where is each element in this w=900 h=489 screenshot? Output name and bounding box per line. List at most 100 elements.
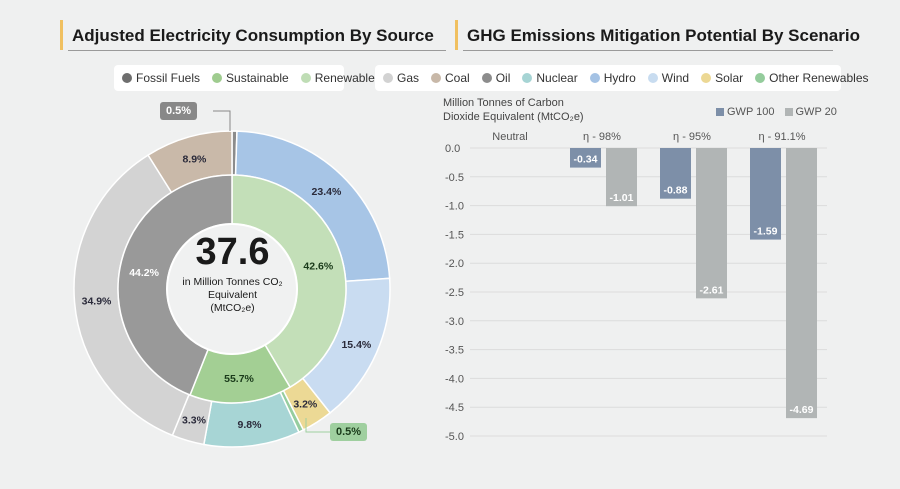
legend-item-gwp20: GWP 20	[784, 106, 837, 118]
inner-slice-label: 44.2%	[129, 267, 159, 279]
y-tick-label: -0.5	[445, 172, 464, 184]
bar-value-label: -1.59	[754, 226, 778, 238]
bar-gwp-100	[570, 148, 601, 168]
legend-item-gwp100: GWP 100	[716, 106, 775, 118]
legend-item-renewable: Renewable	[300, 71, 375, 85]
bar-gwp-100	[660, 148, 691, 199]
oil-callout: 0.5%	[160, 102, 198, 120]
inner-slice-label: 55.7%	[224, 373, 254, 385]
legend-swatch	[300, 73, 311, 83]
legend-swatch	[589, 73, 600, 83]
title-divider	[463, 50, 833, 51]
category-label: η - 95%	[673, 131, 711, 143]
bar-ylabel: Million Tonnes of Carbon Dioxide Equival…	[443, 96, 584, 124]
total-value: 37.6	[195, 231, 270, 273]
bar-value-label: -2.61	[700, 284, 724, 296]
legend-label: Fossil Fuels	[136, 71, 201, 85]
legend-label: Solar	[715, 71, 744, 85]
other-renewables-leader-line	[305, 418, 330, 433]
y-tick-label: -2.0	[445, 258, 464, 270]
category-label: η - 91.1%	[758, 131, 805, 143]
donut-center: 37.6 in Million Tonnes CO₂ Equivalent (M…	[170, 232, 295, 315]
oil-leader-line	[213, 110, 231, 131]
y-tick-label: -3.5	[445, 345, 464, 357]
bar-legend: GWP 100 GWP 20	[716, 106, 837, 118]
y-tick-label: -4.0	[445, 373, 464, 385]
outer-slice-label: 8.9%	[182, 153, 207, 165]
legend-label: Sustainable	[226, 71, 289, 85]
outer-slice-label: 34.9%	[82, 296, 112, 308]
legend-swatch	[716, 108, 724, 116]
ylabel-line2: Dioxide Equivalent (MtCO₂e)	[443, 111, 584, 123]
title-accent-bar	[455, 20, 458, 50]
legend-item-gas: Gas	[383, 71, 419, 85]
ylabel-line1: Million Tonnes of Carbon	[443, 97, 564, 109]
title-accent-bar	[60, 20, 63, 50]
legend-label: Wind	[661, 71, 690, 85]
legend-swatch	[701, 73, 712, 83]
legend-item-solar: Solar	[701, 71, 743, 85]
legend-label: Other Renewables	[769, 71, 869, 85]
right-panel-title: GHG Emissions Mitigation Potential By Sc…	[467, 26, 860, 45]
outer-slice-label: 23.4%	[312, 186, 342, 198]
category-label: η - 98%	[583, 131, 621, 143]
outer-slice-label: 15.4%	[341, 339, 371, 351]
legend-item-oil: Oil	[481, 71, 511, 85]
y-tick-label: 0.0	[445, 143, 460, 155]
y-tick-label: -1.5	[445, 229, 464, 241]
y-tick-label: -5.0	[445, 431, 464, 443]
legend-swatch	[122, 73, 132, 83]
y-tick-label: -2.5	[445, 287, 464, 299]
total-caption-line1: in Million Tonnes CO₂	[182, 276, 283, 288]
left-legend: Fossil Fuels Sustainable Renewable	[114, 65, 375, 91]
y-tick-label: -3.0	[445, 316, 464, 328]
outer-slice-label: 3.3%	[182, 415, 207, 427]
category-label: Neutral	[492, 131, 527, 143]
bar-gwp-100	[750, 148, 781, 240]
y-tick-label: -4.5	[445, 402, 464, 414]
legend-item-nuclear: Nuclear	[522, 71, 578, 85]
total-caption-line3: (MtCO₂e)	[210, 302, 255, 314]
outer-slice-label: 9.8%	[238, 419, 263, 431]
donut-hole	[166, 223, 298, 355]
legend-item-sustainable: Sustainable	[212, 71, 289, 85]
bar-gwp-20	[606, 148, 637, 207]
legend-label: Oil	[495, 71, 511, 85]
legend-label: Renewable	[314, 71, 375, 85]
legend-label: Hydro	[603, 71, 636, 85]
legend-swatch	[212, 73, 223, 83]
legend-item-hydro: Hydro	[589, 71, 636, 85]
legend-swatch	[383, 73, 393, 83]
legend-swatch	[522, 73, 533, 83]
legend-swatch	[784, 108, 793, 116]
bar-value-label: -0.34	[574, 154, 598, 166]
legend-label: GWP 20	[795, 106, 837, 118]
legend-swatch	[647, 73, 658, 83]
outer-slice-label: 3.2%	[293, 399, 318, 411]
legend-item-other-renewables: Other Renewables	[755, 71, 869, 85]
legend-label: GWP 100	[727, 106, 775, 118]
y-tick-label: -1.0	[445, 201, 464, 213]
legend-item-wind: Wind	[647, 71, 690, 85]
other-renewables-callout: 0.5%	[330, 423, 368, 441]
legend-item-fossil-fuels: Fossil Fuels	[122, 71, 200, 85]
inner-slice-label: 42.6%	[303, 260, 333, 272]
legend-label: Nuclear	[536, 71, 578, 85]
bar-value-label: -1.01	[610, 192, 634, 204]
bar-value-label: -0.88	[664, 185, 688, 197]
bar-gwp-20	[786, 148, 817, 419]
source-legend: Gas Coal Oil Nuclear Hydro Wind Solar Other Ren…	[375, 65, 869, 91]
bar-value-label: -4.69	[790, 404, 814, 416]
legend-label: Coal	[445, 71, 470, 85]
legend-label: Gas	[397, 71, 420, 85]
bar-gwp-20	[696, 148, 727, 299]
title-divider	[68, 50, 446, 51]
total-caption-line2: Equivalent	[207, 289, 258, 301]
legend-swatch	[481, 73, 492, 83]
legend-swatch	[431, 73, 442, 83]
legend-swatch	[755, 73, 766, 83]
legend-item-coal: Coal	[431, 71, 470, 85]
left-panel-title: Adjusted Electricity Consumption By Sour…	[72, 26, 434, 45]
